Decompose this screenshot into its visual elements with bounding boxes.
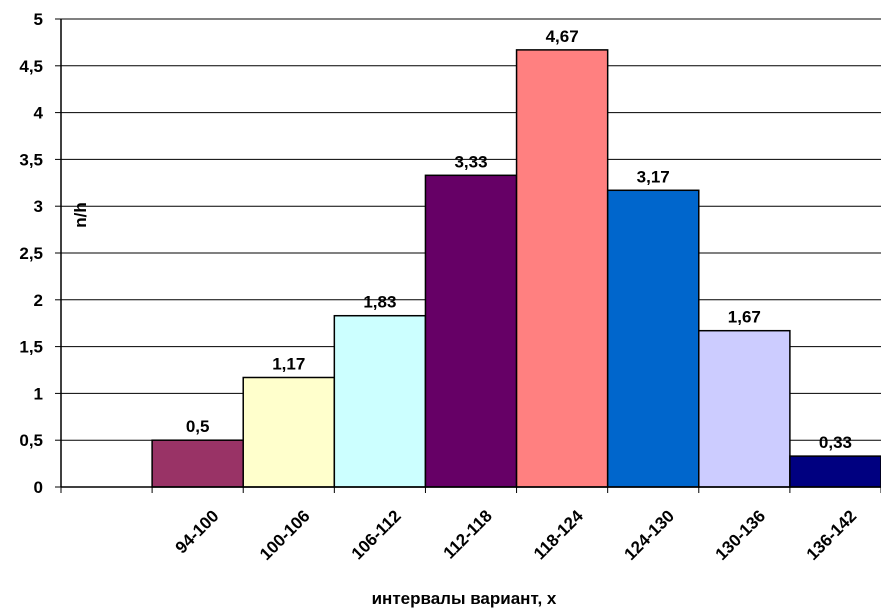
data-label: 3,33: [454, 152, 487, 171]
bar: [515, 49, 609, 488]
x-axis-title: интервалы вариант, х: [372, 589, 557, 608]
x-tick-label: 124-130: [620, 506, 678, 564]
y-tick-label: 5: [34, 10, 43, 29]
data-label: 1,17: [272, 354, 305, 373]
y-tick-label: 1: [34, 384, 43, 403]
data-label: 4,67: [546, 27, 579, 46]
bar: [606, 189, 700, 488]
x-tick-label: 136-142: [803, 506, 861, 564]
y-tick-label: 4: [34, 104, 44, 123]
x-tick-label: 106-112: [348, 506, 405, 563]
bar: [242, 376, 336, 488]
data-label: 0,5: [186, 417, 210, 436]
y-tick-label: 0,5: [19, 431, 43, 450]
y-tick-label: 3: [34, 197, 43, 216]
data-label: 1,67: [728, 308, 761, 327]
data-labels: 0,5 1,17 1,83 3,33 4,67 3,17 1,67 0,33: [186, 27, 852, 452]
y-tick-label: 3,5: [19, 150, 43, 169]
y-tick-label: 2: [34, 291, 43, 310]
x-tick-labels: 94-100 100-106 106-112 112-118 118-124 124-13…: [172, 506, 861, 564]
y-tick-labels: 0 0,5 1 1,5 2 2,5 3 3,5 4 4,5 5: [19, 10, 43, 497]
y-tick-label: 4,5: [19, 57, 43, 76]
data-label: 0,33: [819, 433, 852, 452]
bar: [698, 329, 791, 488]
data-label: 1,83: [363, 293, 396, 312]
bar: [151, 439, 244, 488]
y-tick-label: 0: [34, 478, 43, 497]
axes: [60, 19, 881, 488]
y-axis-title: n/h: [71, 202, 90, 228]
x-tick-label: 100-106: [256, 506, 314, 564]
data-label: 3,17: [637, 167, 670, 186]
y-tick-label: 1,5: [19, 338, 43, 357]
bars: [151, 49, 881, 488]
x-tick-label: 118-124: [530, 506, 587, 563]
x-tick-label: 94-100: [172, 506, 223, 557]
x-tick-label: 112-118: [440, 506, 496, 562]
bar: [789, 455, 881, 488]
bar: [333, 314, 427, 488]
bar: [424, 174, 518, 488]
y-tick-label: 2,5: [19, 244, 43, 263]
x-tick-label: 130-136: [712, 506, 770, 564]
